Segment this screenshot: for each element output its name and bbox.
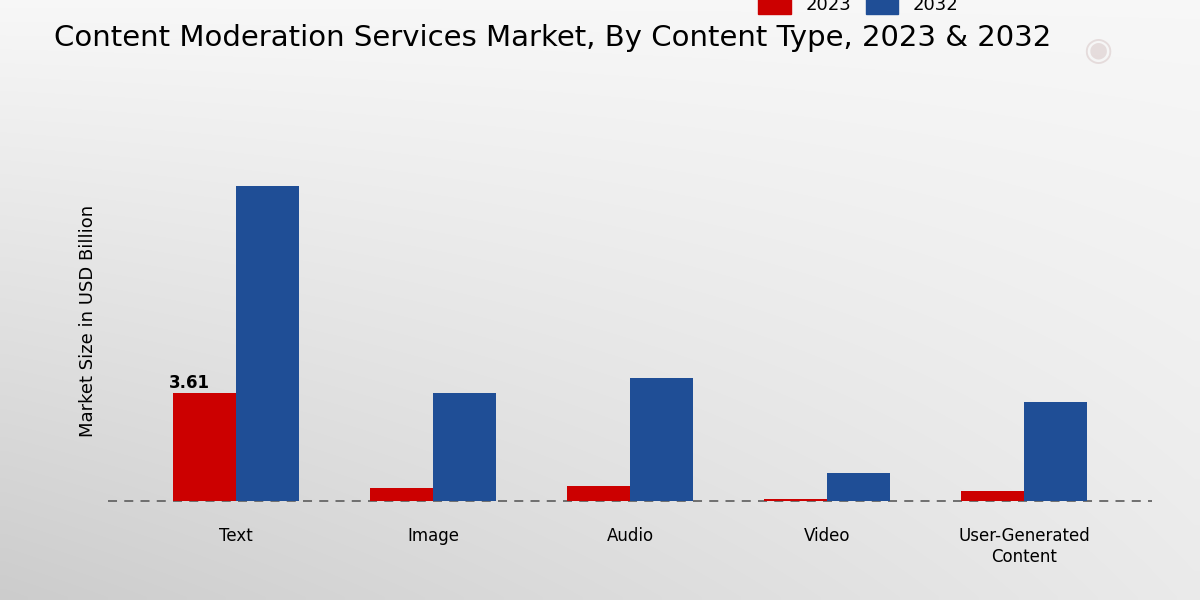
Bar [630,378,694,501]
Bar [1024,402,1087,501]
Legend: 2023, 2032: 2023, 2032 [751,0,966,21]
Text: ◉: ◉ [1084,34,1112,67]
Bar [961,491,1024,501]
Bar [433,393,496,501]
Bar [566,486,630,501]
Bar [764,499,827,501]
Text: 3.61: 3.61 [169,374,210,392]
Bar [370,488,433,501]
Bar [173,392,236,501]
Text: Content Moderation Services Market, By Content Type, 2023 & 2032: Content Moderation Services Market, By C… [54,24,1051,52]
Y-axis label: Market Size in USD Billion: Market Size in USD Billion [79,205,97,437]
Bar [827,473,890,501]
Bar [236,186,299,501]
